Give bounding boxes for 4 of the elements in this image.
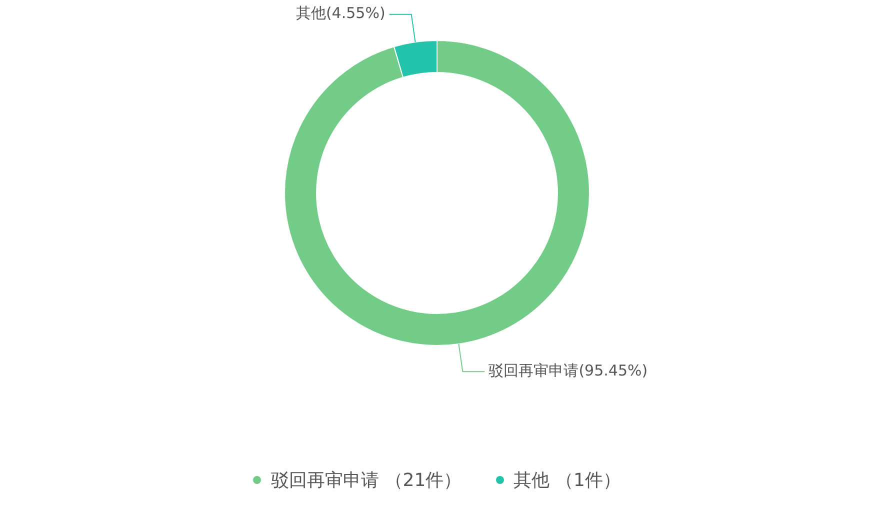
data-label: 驳回再审申请(95.45%) — [488, 362, 648, 380]
legend-label: 其他 （1件） — [512, 469, 621, 492]
legend-label: 驳回再审申请 （21件） — [270, 469, 462, 492]
data-label: 其他(4.55%) — [296, 4, 386, 22]
